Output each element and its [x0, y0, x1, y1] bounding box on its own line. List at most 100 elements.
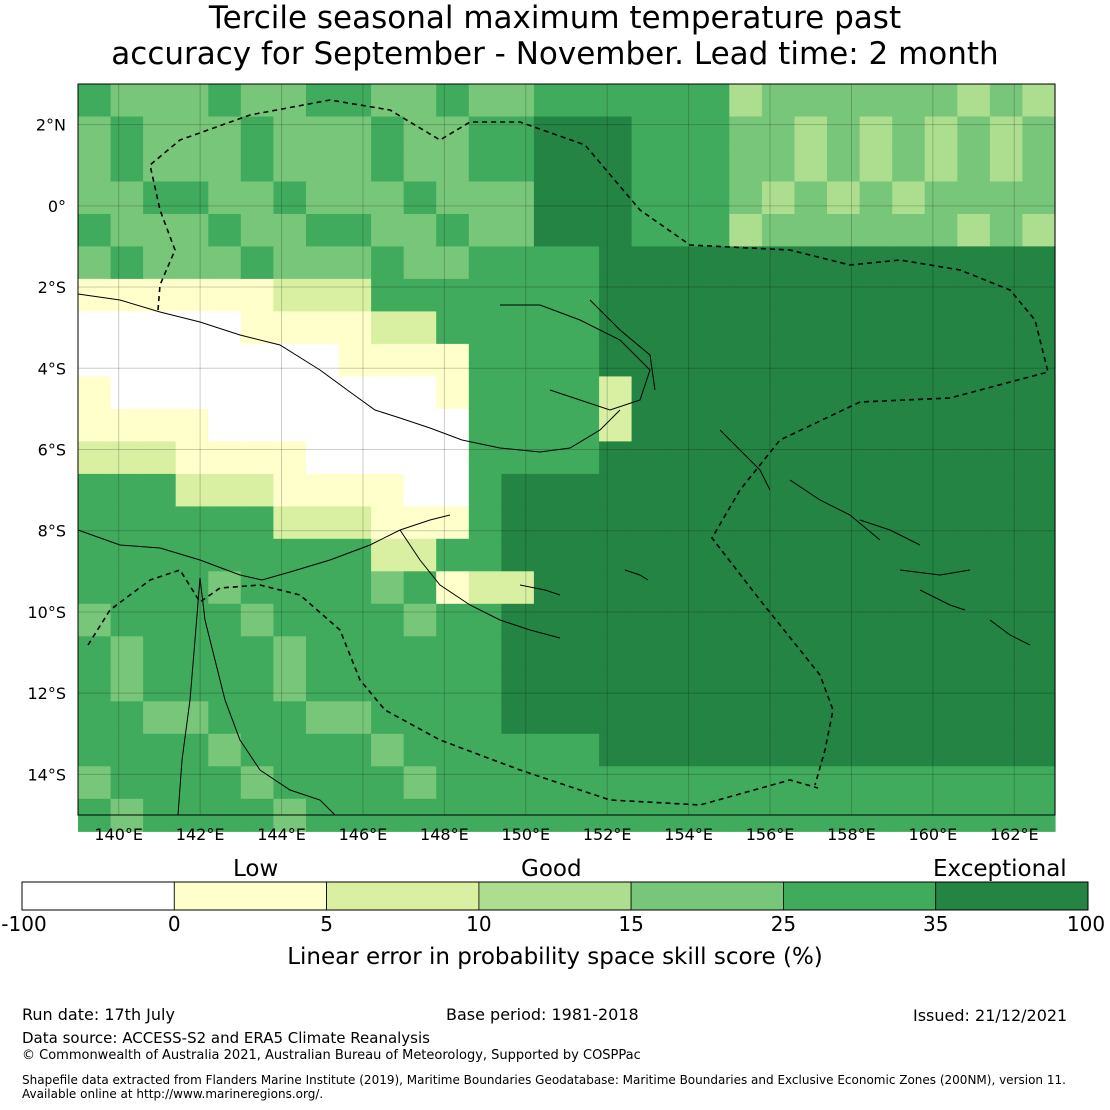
skill-cell: [566, 376, 600, 410]
skill-cell: [468, 701, 502, 735]
skill-cell: [827, 84, 861, 118]
skill-cell: [306, 84, 340, 118]
skill-cell: [371, 701, 405, 735]
skill-cell: [143, 538, 177, 572]
skill-cell: [696, 473, 730, 507]
skill-cell: [533, 441, 568, 475]
skill-cell: [957, 733, 991, 767]
latitude-label: 2°S: [38, 278, 66, 297]
skill-cell: [501, 408, 535, 442]
skill-cell: [761, 538, 796, 572]
skill-cell: [827, 766, 861, 800]
skill-cell: [208, 343, 242, 377]
skill-cell: [696, 766, 730, 800]
skill-cell: [664, 408, 698, 442]
skill-cell: [468, 636, 502, 670]
skill-cell: [533, 571, 568, 605]
skill-cell: [371, 668, 405, 702]
longitude-labels: 140°E 142°E 144°E 146°E 148°E 150°E 152°E 154°E…: [94, 825, 1038, 844]
skill-cell: [371, 603, 405, 637]
skill-cell: [371, 733, 405, 767]
skill-cell: [957, 376, 991, 410]
skill-cell: [859, 571, 893, 605]
skill-cell: [208, 603, 242, 637]
skill-cell: [306, 408, 340, 442]
maritime-boundaries: [87, 99, 1049, 806]
skill-cell: [859, 278, 893, 312]
skill-cell: [794, 506, 828, 540]
colorbar-segment: [630, 881, 784, 911]
skill-cell: [761, 149, 796, 183]
skill-cell: [631, 116, 665, 150]
skill-cell: [794, 668, 828, 702]
skill-cell: [338, 214, 372, 248]
skill-cell: [794, 116, 828, 150]
colorbar-segment: [935, 881, 1089, 911]
skill-cell: [468, 246, 502, 280]
skill-cell: [240, 701, 274, 735]
skill-cell: [761, 636, 796, 670]
skill-cell: [306, 441, 340, 475]
skill-cell: [273, 408, 307, 442]
skill-cell: [78, 214, 112, 248]
skill-cell: [761, 311, 796, 345]
skill-cell: [794, 84, 828, 118]
skill-cell: [664, 473, 698, 507]
skill-cell: [78, 311, 112, 345]
skill-cell: [924, 343, 958, 377]
skill-cell: [436, 636, 470, 670]
skill-cell: [989, 311, 1024, 345]
latitude-label: 6°S: [38, 441, 66, 460]
skill-cell: [338, 506, 372, 540]
skill-cell: [468, 278, 502, 312]
skill-cell: [208, 636, 242, 670]
skill-cell: [208, 473, 242, 507]
skill-cell: [403, 116, 437, 150]
skill-cell: [338, 116, 372, 150]
category-exceptional: Exceptional: [933, 856, 1067, 882]
skill-cell: [859, 84, 893, 118]
skill-cell: [273, 441, 307, 475]
skill-cell: [924, 506, 958, 540]
skill-cell: [827, 149, 861, 183]
skill-cell: [859, 311, 893, 345]
longitude-label: 148°E: [420, 825, 469, 844]
skill-cell: [892, 214, 926, 248]
skill-cell: [566, 246, 600, 280]
skill-cell: [175, 473, 209, 507]
skill-cell: [78, 343, 112, 377]
skill-cell: [338, 408, 372, 442]
skill-cell: [892, 571, 926, 605]
skill-cell: [143, 84, 177, 118]
longitude-label: 156°E: [746, 825, 795, 844]
skill-cell: [436, 376, 470, 410]
skill-cell: [696, 701, 730, 735]
skill-cell: [957, 246, 991, 280]
skill-cell: [436, 571, 470, 605]
skill-cell: [338, 278, 372, 312]
skill-cell: [957, 636, 991, 670]
skill-cell: [240, 278, 274, 312]
skill-cell: [208, 116, 242, 150]
skill-cell: [306, 701, 340, 735]
skill-cell: [371, 571, 405, 605]
skill-cell: [338, 311, 372, 345]
skill-cell: [892, 473, 926, 507]
skill-cell: [468, 473, 502, 507]
skill-cell: [240, 603, 274, 637]
skill-cell: [78, 701, 112, 735]
skill-cell: [664, 538, 698, 572]
skill-cell: [827, 408, 861, 442]
skill-cell: [957, 84, 991, 118]
skill-cell: [1022, 473, 1056, 507]
skill-cell: [403, 278, 437, 312]
skill-cell: [240, 116, 274, 150]
skill-cell: [599, 84, 633, 118]
latitude-label: 2°N: [36, 116, 66, 135]
skill-cell: [957, 408, 991, 442]
skill-cell: [957, 766, 991, 800]
skill-cell: [957, 278, 991, 312]
skill-cell: [794, 376, 828, 410]
skill-cell: [859, 668, 893, 702]
skill-cell: [859, 701, 893, 735]
